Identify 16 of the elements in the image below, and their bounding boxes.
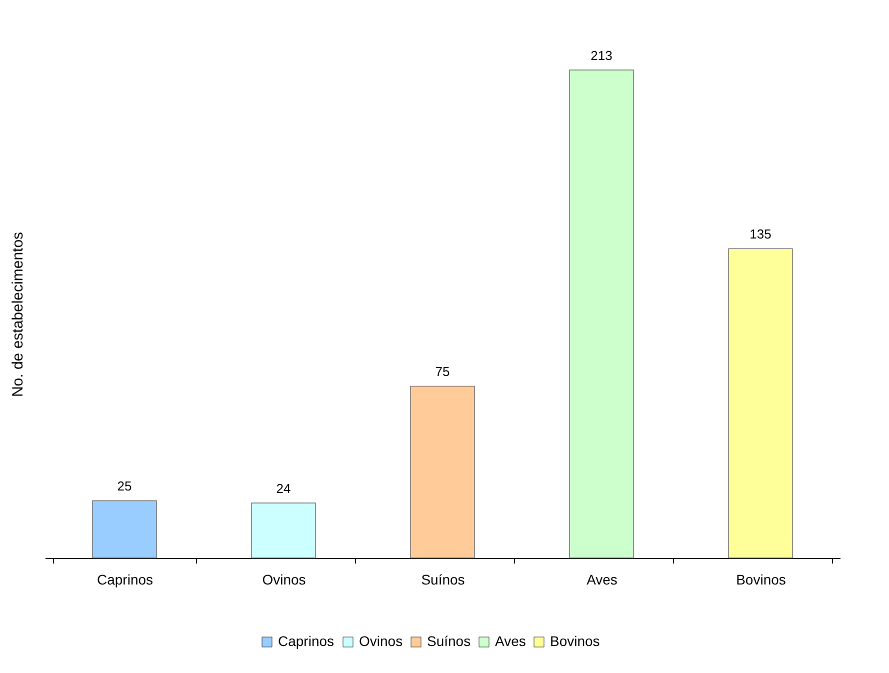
legend-label: Caprinos — [278, 633, 334, 649]
x-tick-label: Suínos — [421, 572, 465, 588]
data-label: 135 — [750, 226, 772, 242]
data-label: 24 — [276, 481, 291, 496]
x-tick-label: Aves — [586, 572, 618, 588]
data-label: 213 — [590, 48, 612, 63]
legend-label: Ovinos — [359, 633, 403, 649]
y-axis-title: No. de estabelecimentos — [10, 232, 26, 398]
x-tick-label: Bovinos — [736, 572, 786, 588]
data-label: 75 — [435, 364, 450, 380]
legend-label: Aves — [495, 633, 526, 649]
legend-label: Suínos — [427, 633, 471, 649]
legend-label: Bovinos — [550, 633, 600, 649]
x-tick-label: Caprinos — [96, 572, 154, 588]
data-label: 25 — [117, 478, 132, 494]
x-tick-label: Ovinos — [262, 572, 306, 588]
